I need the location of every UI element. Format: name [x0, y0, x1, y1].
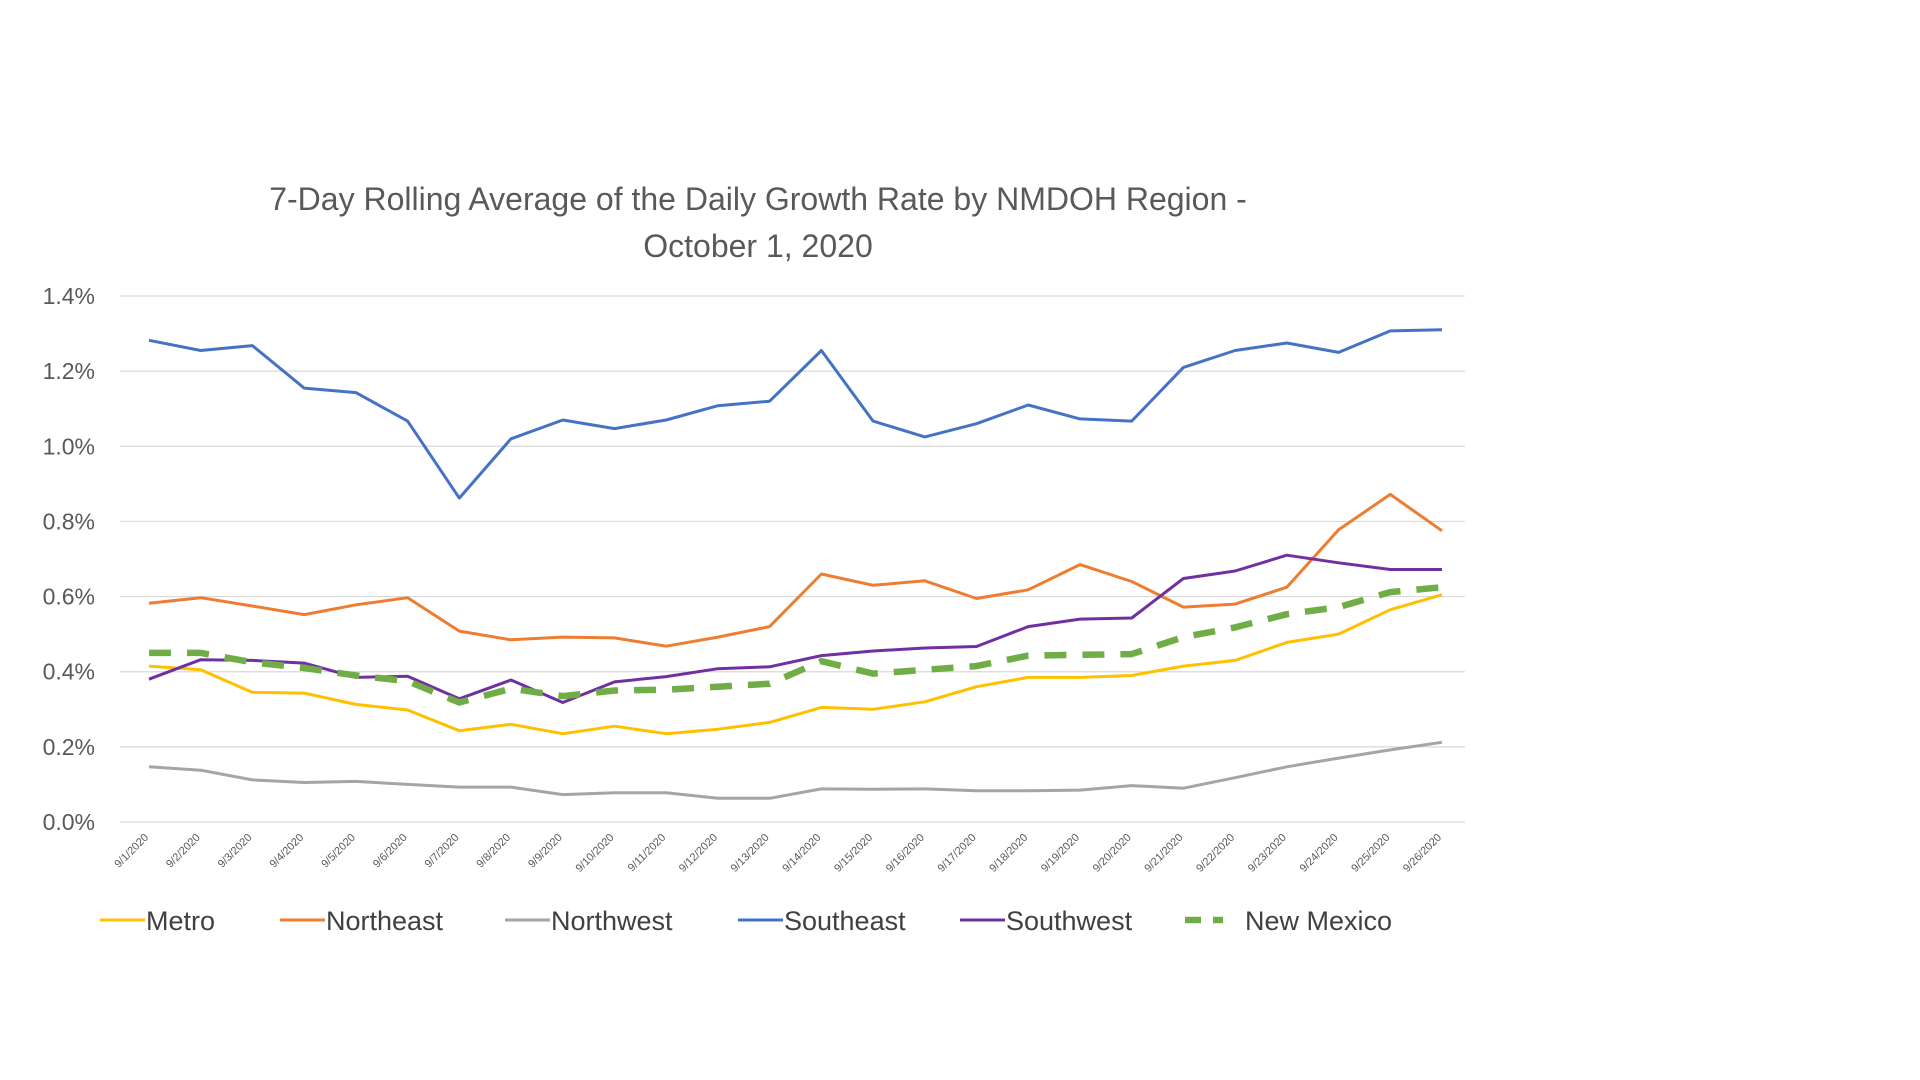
- x-tick-label: 9/12/2020: [677, 832, 720, 875]
- y-tick-label: 0.6%: [43, 584, 95, 610]
- x-axis-tick-labels: 9/1/2020 9/2/2020 9/3/2020 9/4/2020 9/5/2020…: [112, 832, 1444, 875]
- x-tick-label: 9/22/2020: [1194, 832, 1237, 875]
- y-tick-label: 1.4%: [43, 283, 95, 309]
- legend-item-southeast: Southeast: [738, 906, 906, 936]
- y-tick-label: 1.0%: [43, 433, 95, 459]
- x-tick-label: 9/20/2020: [1091, 832, 1134, 875]
- series-line-southwest: [148, 553, 1442, 704]
- legend-label: Southeast: [784, 906, 906, 936]
- chart-title: 7-Day Rolling Average of the Daily Growt…: [269, 181, 1247, 264]
- x-tick-label: 9/1/2020: [112, 832, 151, 871]
- x-tick-label: 9/10/2020: [574, 832, 617, 875]
- x-tick-label: 9/2/2020: [164, 832, 203, 871]
- x-tick-label: 9/25/2020: [1349, 832, 1392, 875]
- x-tick-label: 9/11/2020: [626, 832, 669, 875]
- x-tick-label: 9/3/2020: [216, 832, 255, 871]
- x-tick-label: 9/23/2020: [1246, 832, 1289, 875]
- legend-label: Northeast: [326, 906, 444, 936]
- legend: Metro Northeast Northwest Southeast Southwes…: [100, 906, 1392, 936]
- legend-item-northeast: Northeast: [280, 906, 444, 936]
- x-tick-label: 9/24/2020: [1298, 832, 1341, 875]
- x-tick-label: 9/9/2020: [526, 832, 565, 871]
- x-tick-label: 9/7/2020: [423, 832, 462, 871]
- x-tick-label: 9/8/2020: [474, 832, 513, 871]
- series-line-new-mexico: [149, 583, 1443, 706]
- legend-label: Northwest: [551, 906, 673, 936]
- legend-item-metro: Metro: [100, 906, 215, 936]
- y-axis-tick-labels: 0.0% 0.2% 0.4% 0.6% 0.8% 1.0% 1.2% 1.4%: [43, 283, 95, 835]
- x-tick-label: 9/15/2020: [832, 832, 875, 875]
- gridlines: [120, 295, 1465, 823]
- legend-label: New Mexico: [1245, 906, 1392, 936]
- y-tick-label: 0.8%: [43, 508, 95, 534]
- legend-item-new-mexico: New Mexico: [1185, 906, 1392, 936]
- series-line-northwest: [148, 740, 1443, 800]
- x-tick-label: 9/16/2020: [884, 832, 927, 875]
- x-tick-label: 9/26/2020: [1401, 832, 1444, 875]
- x-tick-label: 9/21/2020: [1142, 832, 1185, 875]
- x-tick-label: 9/6/2020: [371, 832, 410, 871]
- y-tick-label: 0.0%: [43, 809, 95, 835]
- chart-title-line-1: 7-Day Rolling Average of the Daily Growt…: [269, 181, 1247, 217]
- x-tick-label: 9/5/2020: [319, 832, 358, 871]
- series-line-southeast: [148, 328, 1443, 500]
- legend-item-northwest: Northwest: [505, 906, 673, 936]
- legend-label: Southwest: [1006, 906, 1133, 936]
- x-tick-label: 9/13/2020: [729, 832, 772, 875]
- chart-title-line-2: October 1, 2020: [643, 228, 872, 264]
- series-line-northeast: [148, 492, 1443, 648]
- y-tick-label: 1.2%: [43, 358, 95, 384]
- x-tick-label: 9/19/2020: [1039, 832, 1082, 875]
- legend-label: Metro: [146, 906, 215, 936]
- series-lines: [148, 328, 1443, 800]
- x-tick-label: 9/17/2020: [936, 832, 979, 875]
- x-tick-label: 9/4/2020: [268, 832, 307, 871]
- series-line-metro: [148, 593, 1443, 736]
- y-tick-label: 0.4%: [43, 659, 95, 685]
- legend-item-southwest: Southwest: [960, 906, 1133, 936]
- x-tick-label: 9/18/2020: [987, 832, 1030, 875]
- y-tick-label: 0.2%: [43, 734, 95, 760]
- x-tick-label: 9/14/2020: [780, 832, 823, 875]
